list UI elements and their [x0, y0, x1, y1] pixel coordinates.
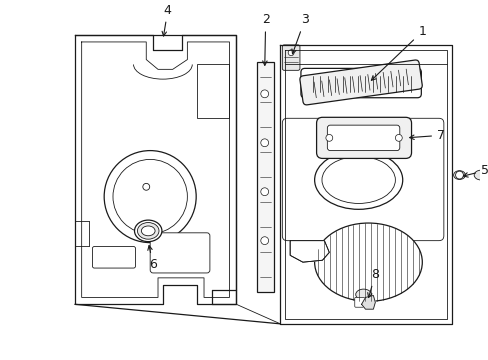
FancyBboxPatch shape	[150, 233, 209, 273]
Circle shape	[104, 150, 196, 243]
Text: 7: 7	[409, 129, 444, 142]
Text: 5: 5	[463, 164, 488, 177]
Polygon shape	[289, 240, 328, 262]
Bar	[197, 64, 229, 118]
FancyBboxPatch shape	[282, 118, 443, 240]
FancyBboxPatch shape	[299, 60, 422, 105]
Ellipse shape	[141, 226, 155, 236]
Ellipse shape	[314, 150, 402, 209]
Circle shape	[455, 171, 463, 179]
Text: 1: 1	[370, 25, 426, 80]
Circle shape	[325, 134, 332, 141]
Ellipse shape	[137, 222, 159, 239]
Text: 8: 8	[367, 268, 379, 297]
Text: 2: 2	[261, 13, 269, 65]
Text: 3: 3	[291, 13, 308, 54]
Circle shape	[260, 139, 268, 147]
Text: 6: 6	[147, 246, 157, 271]
Circle shape	[287, 50, 293, 56]
Text: 4: 4	[162, 4, 171, 36]
Circle shape	[260, 237, 268, 244]
FancyBboxPatch shape	[354, 297, 368, 307]
FancyBboxPatch shape	[92, 247, 135, 268]
FancyBboxPatch shape	[316, 117, 411, 158]
Bar	[256, 63, 273, 292]
Ellipse shape	[134, 220, 162, 242]
Ellipse shape	[453, 171, 465, 180]
Circle shape	[260, 188, 268, 195]
FancyBboxPatch shape	[282, 45, 299, 70]
Circle shape	[142, 183, 149, 190]
Circle shape	[395, 134, 402, 141]
Circle shape	[260, 90, 268, 98]
Polygon shape	[361, 296, 375, 309]
FancyBboxPatch shape	[300, 68, 421, 98]
Ellipse shape	[355, 289, 371, 300]
FancyBboxPatch shape	[326, 125, 399, 150]
Ellipse shape	[314, 223, 422, 301]
Ellipse shape	[473, 170, 487, 180]
